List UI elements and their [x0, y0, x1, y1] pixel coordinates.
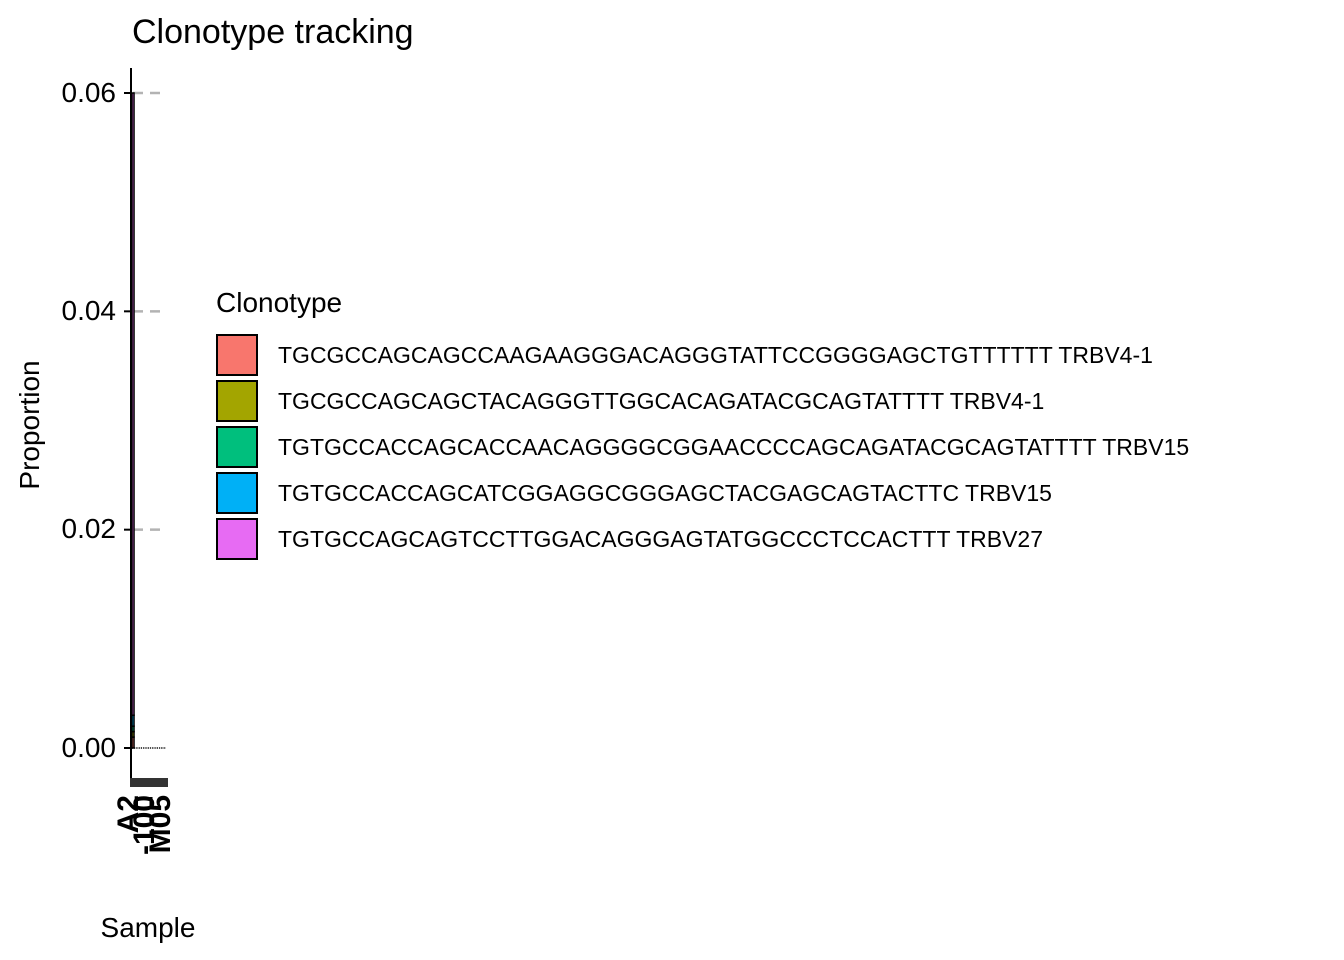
bar-segment: [131, 736, 135, 749]
legend-label: TGTGCCACCAGCATCGGAGGCGGGAGCTACGAGCAGTACT…: [278, 479, 1052, 506]
legend-swatch: [216, 426, 258, 468]
legend-item: TGTGCCACCAGCACCAACAGGGGCGGAACCCCAGCAGATA…: [216, 424, 1189, 470]
bar-segment: [131, 714, 135, 727]
y-tick-label: 0.06: [61, 77, 117, 108]
legend-swatch: [216, 334, 258, 376]
legend-item: TGTGCCAGCAGTCCTTGGACAGGGAGTATGGCCCTCCACT…: [216, 516, 1189, 562]
y-tick-label: 0.02: [61, 513, 117, 544]
chart-title: Clonotype tracking: [132, 13, 414, 51]
bar-segment: [131, 92, 135, 716]
x-axis-title: Sample: [100, 912, 196, 943]
legend-label: TGCGCCAGCAGCCAAGAAGGGACAGGGTATTCCGGGGAGC…: [278, 341, 1153, 368]
bar-segment: [131, 730, 135, 738]
legend-swatch: [216, 518, 258, 560]
legend-title: Clonotype: [216, 287, 343, 318]
legend: Clonotype TGCGCCAGCAGCCAAGAAGGGACAGGGTAT…: [216, 286, 1189, 562]
legend-item: TGCGCCAGCAGCCAAGAAGGGACAGGGTATTCCGGGGAGC…: [216, 332, 1189, 378]
legend-swatch: [216, 380, 258, 422]
legend-label: TGTGCCACCAGCACCAACAGGGGCGGAACCCCAGCAGATA…: [278, 433, 1190, 460]
legend-item: TGCGCCAGCAGCTACAGGGTTGGCACAGATACGCAGTATT…: [216, 378, 1189, 424]
y-tick-label: 0.00: [61, 732, 117, 763]
legend-swatch: [216, 472, 258, 514]
legend-label: TGCGCCAGCAGCTACAGGGTTGGCACAGATACGCAGTATT…: [278, 387, 1045, 414]
legend-label: TGTGCCAGCAGTCCTTGGACAGGGAGTATGGCCCTCCACT…: [278, 525, 1043, 552]
y-tick-label: 0.04: [61, 295, 117, 326]
x-tick-label: M05: [144, 795, 177, 853]
x-tick-label: -100: [128, 795, 161, 855]
x-tick-label: A2: [112, 795, 145, 833]
x-axis-ticks: [130, 778, 168, 787]
legend-item: TGTGCCACCAGCATCGGAGGCGGGAGCTACGAGCAGTACT…: [216, 470, 1189, 516]
bar-segment: [131, 725, 135, 733]
y-axis-title: Proportion: [14, 360, 45, 490]
